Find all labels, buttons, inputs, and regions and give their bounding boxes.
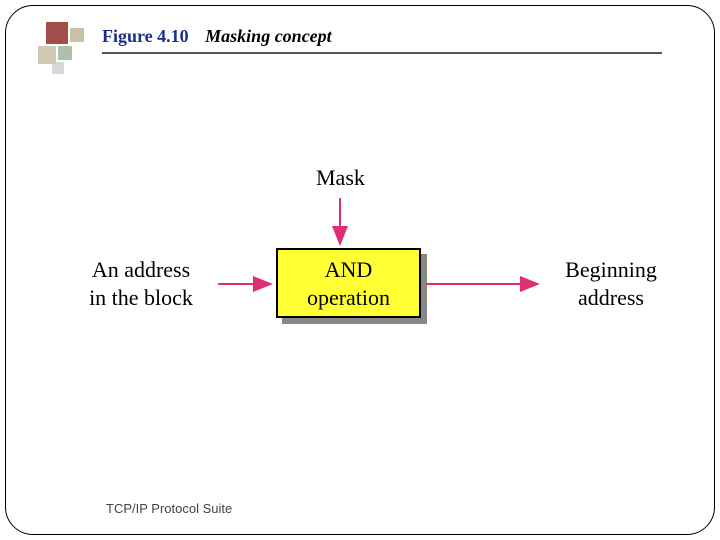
figure-title: Figure 4.10 Masking concept <box>102 26 332 47</box>
figure-caption: Masking concept <box>205 26 332 46</box>
diagram-arrows <box>6 156 715 456</box>
figure-number: Figure 4.10 <box>102 26 189 46</box>
logo-block-icon <box>70 28 84 42</box>
title-underline <box>102 52 662 54</box>
logo-block-icon <box>52 62 64 74</box>
logo-block-icon <box>46 22 68 44</box>
slide-frame: Figure 4.10 Masking concept Mask An addr… <box>5 5 715 535</box>
footer-text: TCP/IP Protocol Suite <box>106 501 232 516</box>
corner-logo <box>36 22 88 74</box>
logo-block-icon <box>58 46 72 60</box>
masking-diagram: Mask An address in the block AND operati… <box>6 156 715 456</box>
